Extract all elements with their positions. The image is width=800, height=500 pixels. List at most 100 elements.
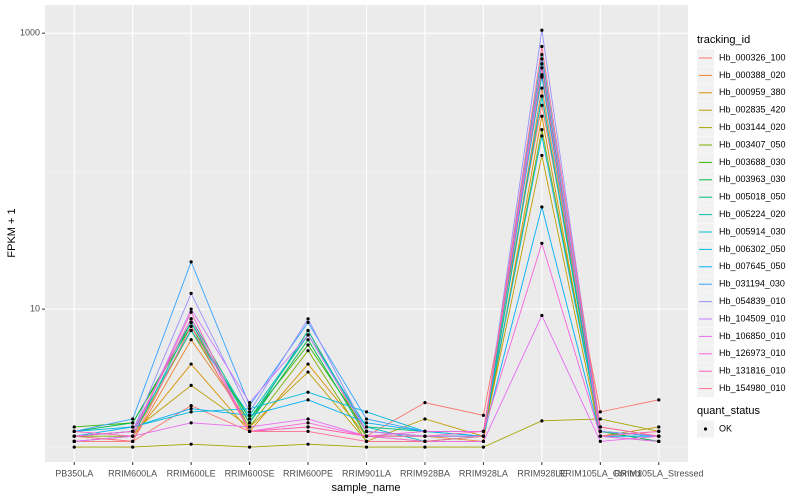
data-point [540, 94, 544, 98]
data-point [189, 403, 193, 408]
data-point [540, 114, 544, 118]
data-point [247, 413, 252, 417]
x-tick-label: RRIM600SE [225, 468, 275, 478]
data-point [247, 445, 252, 449]
data-point [481, 434, 486, 438]
data-point [72, 439, 76, 443]
data-point [306, 429, 310, 433]
data-point [306, 398, 310, 402]
data-point [247, 401, 252, 405]
x-tick-label: RRIM928LE [517, 468, 566, 478]
legend-label: Hb_126973_010 [719, 348, 786, 358]
data-point [540, 75, 544, 79]
data-point [189, 442, 193, 446]
data-point [189, 260, 193, 264]
x-tick-label: RRIM600LE [167, 468, 216, 478]
data-point [189, 383, 193, 388]
legend-label: Hb_106850_010 [719, 331, 786, 341]
data-point [247, 421, 252, 425]
data-point [598, 410, 602, 414]
legend-label: Hb_031194_030 [719, 279, 785, 289]
data-point [131, 429, 135, 433]
data-point [540, 44, 544, 49]
data-point [72, 434, 76, 438]
data-point [540, 205, 544, 209]
data-point [189, 310, 193, 314]
data-point [598, 429, 602, 433]
x-tick-label: PB350LA [55, 468, 93, 478]
legend-label: Hb_006302_050 [719, 244, 786, 254]
data-point [189, 291, 193, 296]
legend-label: Hb_002835_420 [719, 105, 786, 115]
data-point [657, 429, 661, 433]
data-point [306, 417, 310, 421]
data-point [598, 439, 602, 443]
data-point [189, 307, 193, 311]
data-point [189, 362, 193, 366]
data-point [540, 52, 544, 57]
legend: tracking_id Hb_000326_100 Hb_000388_020 Hb_… [697, 34, 786, 438]
x-tick-label: RRIM105LA_Control [559, 468, 642, 478]
data-point [306, 362, 310, 366]
data-point [72, 425, 76, 429]
data-point [364, 417, 369, 421]
data-point [423, 439, 427, 443]
data-point [189, 410, 193, 414]
data-point [364, 439, 369, 443]
legend-title: quant_status [697, 405, 760, 417]
legend-label: Hb_154980_010 [719, 383, 786, 393]
data-point [540, 86, 544, 90]
legend-label: Hb_007645_050 [719, 261, 786, 271]
data-point [72, 445, 76, 449]
data-point [540, 128, 544, 132]
data-point [481, 429, 486, 433]
legend-label: Hb_005018_050 [719, 192, 786, 202]
data-point [540, 62, 544, 66]
legend-label: Hb_131816_010 [719, 366, 786, 376]
data-point [247, 410, 252, 414]
x-tick-label: RRIM105LA_Stressed [614, 468, 704, 478]
data-point [189, 407, 193, 411]
legend-label: Hb_003144_020 [719, 122, 786, 132]
data-point [131, 417, 135, 421]
data-point [540, 103, 544, 107]
data-point [540, 57, 544, 61]
legend-label: Hb_000388_020 [719, 70, 786, 80]
data-point [481, 445, 486, 449]
data-point [598, 417, 602, 421]
data-point [657, 398, 661, 402]
data-point [540, 153, 544, 158]
data-point [423, 434, 427, 438]
axes: 10 1000 PB350LA RRIM600LA RRIM600LE RRIM600SE… [20, 28, 704, 479]
data-point [189, 338, 193, 342]
data-point [540, 28, 544, 32]
data-point [306, 317, 310, 321]
data-point [540, 73, 544, 77]
data-point [189, 421, 193, 425]
data-point [306, 421, 310, 425]
data-point [598, 425, 602, 429]
data-point [540, 241, 544, 245]
legend-label: Hb_104509_010 [719, 313, 786, 323]
data-point [540, 66, 544, 70]
data-point [131, 434, 135, 438]
data-point [72, 429, 76, 433]
data-point [306, 328, 310, 333]
data-point [540, 419, 544, 423]
data-point [306, 390, 310, 394]
data-point [598, 434, 602, 438]
data-point [189, 317, 193, 321]
data-point [306, 425, 310, 429]
data-point [247, 425, 252, 429]
data-point [247, 407, 252, 411]
data-point [306, 333, 310, 337]
data-point [540, 313, 544, 318]
data-point [306, 320, 310, 325]
x-tick-label: RRIM901LA [342, 468, 391, 478]
legend-label: Hb_000326_100 [719, 52, 786, 62]
x-tick-label: RRIM928BA [400, 468, 450, 478]
data-point [306, 370, 310, 374]
data-point [364, 445, 369, 449]
legend-label: OK [719, 423, 732, 433]
